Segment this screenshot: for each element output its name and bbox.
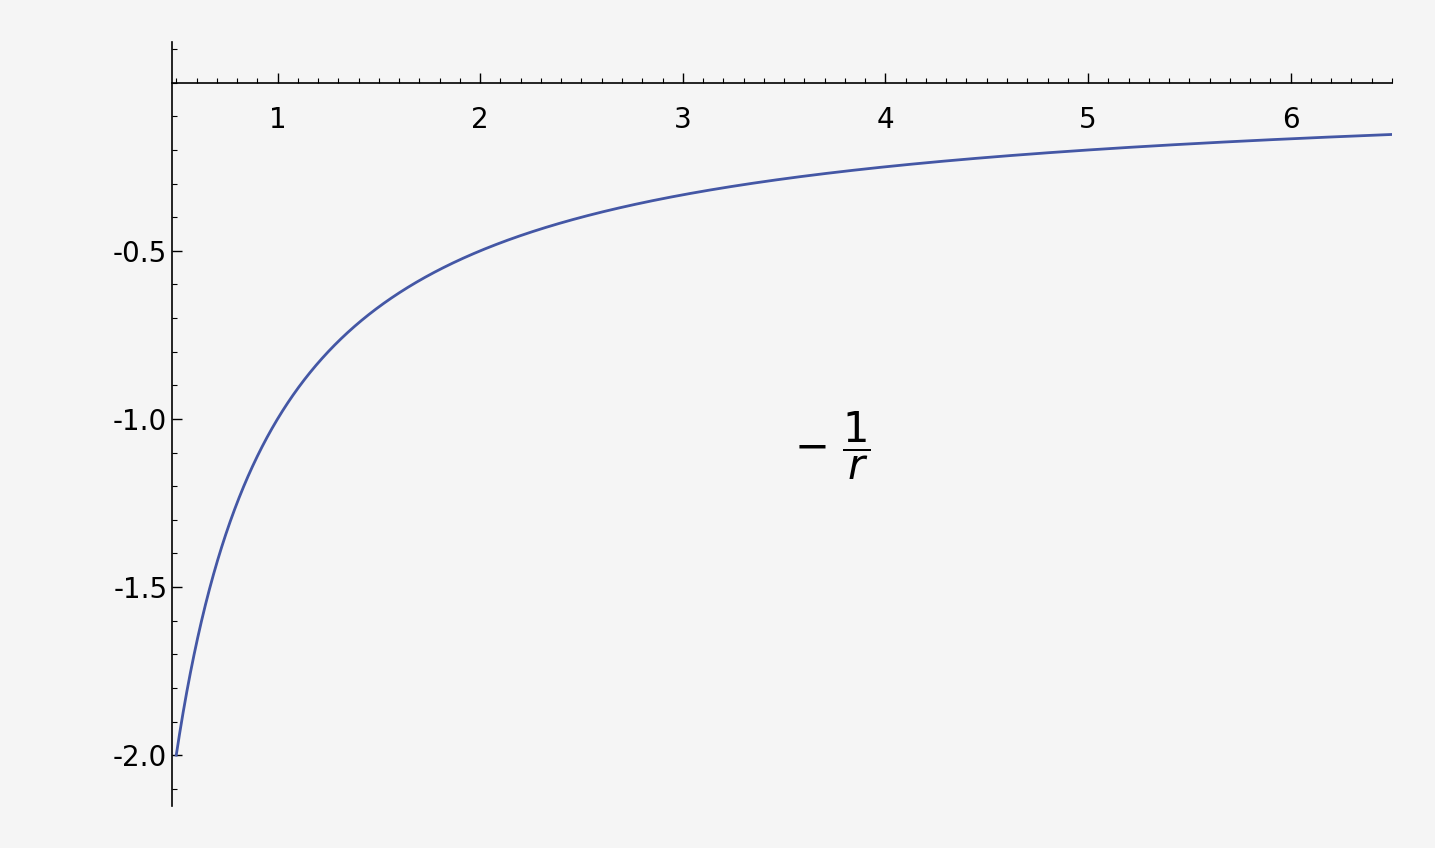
Text: 2: 2 <box>471 106 489 134</box>
Text: 5: 5 <box>1079 106 1096 134</box>
Text: $-\ \dfrac{1}{r}$: $-\ \dfrac{1}{r}$ <box>794 410 871 482</box>
Text: 4: 4 <box>877 106 894 134</box>
Text: 3: 3 <box>674 106 692 134</box>
Text: 1: 1 <box>268 106 287 134</box>
Text: 6: 6 <box>1281 106 1300 134</box>
